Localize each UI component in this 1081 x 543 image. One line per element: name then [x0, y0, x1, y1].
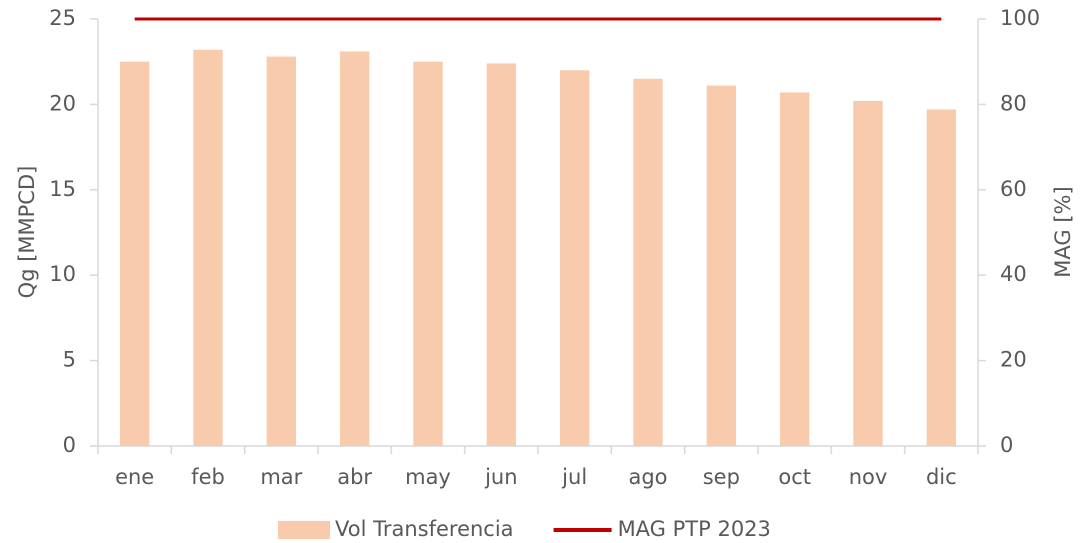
bar	[633, 78, 663, 446]
x-tick-label: oct	[778, 465, 811, 489]
bar	[266, 56, 296, 447]
y2-tick-label: 80	[1000, 91, 1027, 115]
x-tick-label: nov	[849, 465, 888, 489]
y-axis-label: Qg [MMPCD]	[15, 166, 39, 299]
x-tick-label: jun	[484, 465, 517, 489]
x-tick-label: ene	[115, 465, 154, 489]
y2-tick-label: 100	[1000, 6, 1040, 30]
y2-axis-label: MAG [%]	[1051, 186, 1075, 277]
bar	[193, 49, 223, 447]
y-tick-label: 25	[49, 6, 76, 30]
bar	[486, 63, 516, 447]
x-tick-label: may	[405, 465, 451, 489]
legend-swatch	[278, 521, 330, 539]
bar	[340, 51, 370, 447]
bar	[560, 70, 590, 447]
bar	[413, 61, 443, 446]
x-tick-label: jul	[561, 465, 587, 489]
x-tick-label: sep	[703, 465, 740, 489]
x-tick-label: feb	[191, 465, 225, 489]
y2-tick-label: 40	[1000, 262, 1027, 286]
bar	[706, 85, 736, 446]
x-tick-label: ago	[628, 465, 667, 489]
x-tick-label: abr	[337, 465, 372, 489]
x-tick-label: dic	[926, 465, 957, 489]
x-tick-label: mar	[260, 465, 302, 489]
y2-tick-label: 60	[1000, 177, 1027, 201]
y2-tick-label: 20	[1000, 348, 1027, 372]
y2-tick-label: 0	[1000, 433, 1013, 457]
bar	[926, 109, 956, 447]
bar	[853, 100, 883, 446]
y-tick-label: 5	[63, 348, 76, 372]
y-tick-label: 0	[63, 433, 76, 457]
y-tick-label: 10	[49, 262, 76, 286]
bar	[780, 92, 810, 446]
y-tick-label: 20	[49, 91, 76, 115]
bar	[120, 61, 150, 446]
y-tick-label: 15	[49, 177, 76, 201]
legend-label: MAG PTP 2023	[618, 517, 771, 541]
legend-label: Vol Transferencia	[335, 517, 514, 541]
